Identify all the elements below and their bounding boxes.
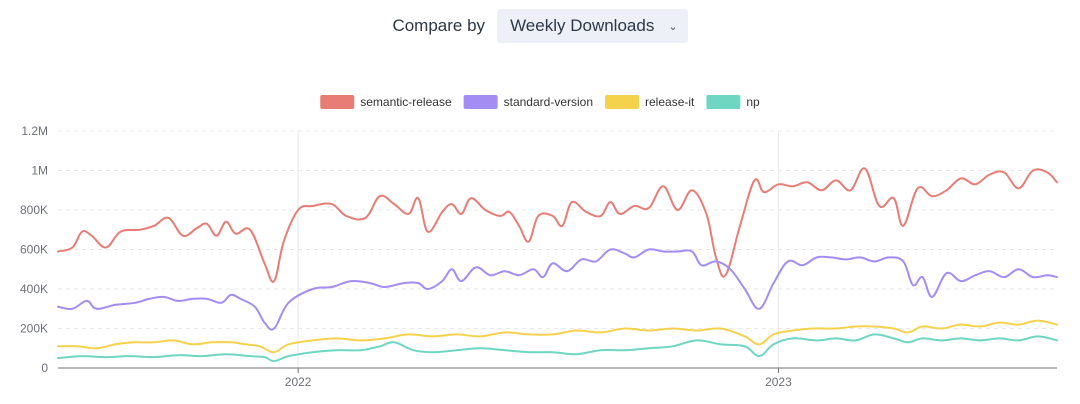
y-tick-label: 1.2M (21, 124, 48, 138)
series-line-np (57, 333, 1058, 363)
legend-label: release-it (645, 95, 695, 109)
x-tick-label: 2023 (765, 375, 792, 389)
legend-swatch (463, 95, 498, 109)
y-tick-label: 1M (31, 164, 48, 178)
y-axis: 0 200K 400K 600K 800K 1M 1.2M (20, 124, 48, 375)
y-tick-label: 400K (20, 282, 48, 296)
x-tick-label: 2022 (285, 375, 312, 389)
legend-item-np[interactable]: np (706, 95, 760, 109)
legend-swatch (706, 95, 741, 109)
plot-area (57, 167, 1058, 363)
chart-grid (58, 130, 1057, 368)
y-tick-label: 600K (20, 243, 48, 257)
legend-label: standard-version (504, 95, 593, 109)
legend-swatch (605, 95, 640, 109)
chevron-down-icon: ⌄ (668, 20, 678, 33)
metric-select-value: Weekly Downloads (510, 16, 655, 35)
legend-item-semantic-release[interactable]: semantic-release (320, 95, 452, 109)
legend-swatch (320, 95, 355, 109)
legend-item-release-it[interactable]: release-it (605, 95, 695, 109)
legend-label: np (746, 95, 760, 109)
compare-bar: Compare by Weekly Downloads ⌄ (0, 9, 1080, 43)
chart-legend: semantic-release standard-version release-… (320, 95, 760, 109)
y-tick-label: 800K (20, 203, 48, 217)
y-tick-label: 0 (41, 361, 48, 375)
legend-label: semantic-release (360, 95, 452, 109)
series-line-release-it (57, 319, 1058, 354)
legend-item-standard-version[interactable]: standard-version (463, 95, 593, 109)
x-axis: 2022 2023 (58, 367, 1057, 389)
compare-label: Compare by (392, 16, 486, 35)
series-line-standard-version (57, 248, 1058, 331)
metric-select[interactable]: Weekly Downloads ⌄ (497, 9, 688, 43)
y-tick-label: 200K (20, 322, 48, 336)
series-line-semantic-release (57, 167, 1058, 283)
